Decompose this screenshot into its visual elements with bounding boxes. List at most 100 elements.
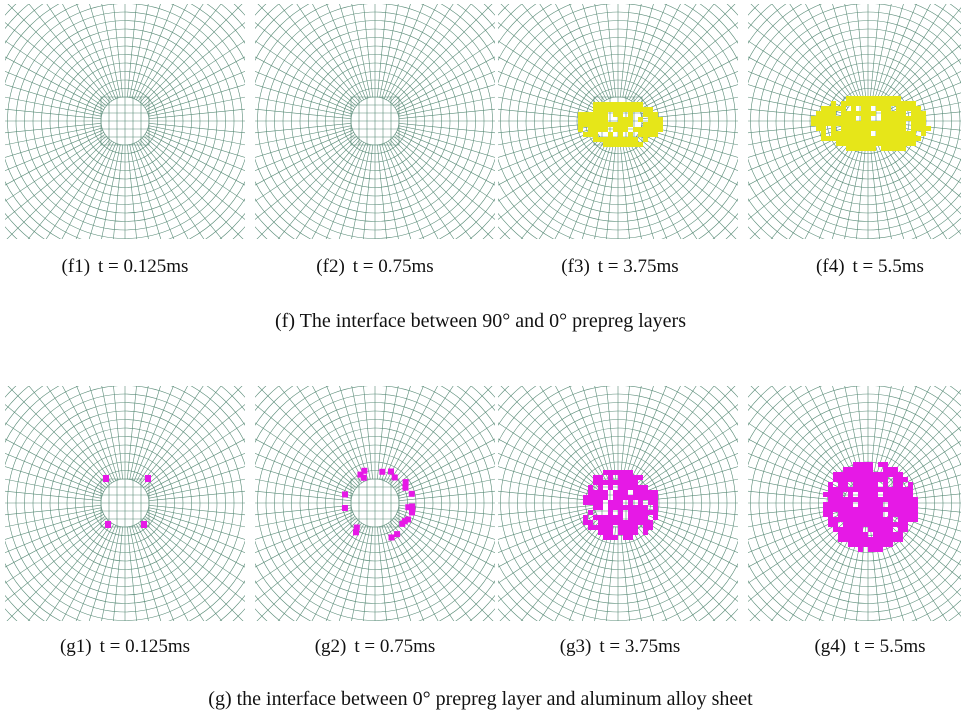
mesh-ray xyxy=(341,145,370,239)
sub-label: (f3) xyxy=(561,256,589,277)
damage-cell xyxy=(883,487,888,492)
mesh-ray xyxy=(623,145,652,239)
mesh-ray xyxy=(627,4,685,99)
damage-cell xyxy=(858,547,863,552)
sub-time: t = 5.5ms xyxy=(854,636,925,657)
damage-cell xyxy=(888,502,893,507)
damage-cell xyxy=(871,141,876,146)
damage-cell xyxy=(898,497,903,502)
damage-cell xyxy=(853,527,858,532)
damage-cell xyxy=(618,480,623,485)
damage-cell xyxy=(658,122,663,127)
damage-cell xyxy=(903,527,908,532)
damage-cell xyxy=(868,542,873,547)
damage-cell xyxy=(653,515,658,520)
damage-cell xyxy=(883,527,888,532)
damage-cell xyxy=(388,469,394,475)
damage-cell xyxy=(628,530,633,535)
damage-cell xyxy=(843,482,848,487)
mesh-ray xyxy=(130,386,159,479)
damage-cell xyxy=(633,475,638,480)
damage-cell xyxy=(838,477,843,482)
damage-cell xyxy=(913,497,918,502)
damage-cell xyxy=(613,107,618,112)
damage-cell xyxy=(593,515,598,520)
damage-cell xyxy=(853,512,858,517)
damage-cell xyxy=(871,101,876,106)
damage-cell xyxy=(873,482,878,487)
damage-cell xyxy=(628,117,633,122)
damage-cell xyxy=(342,491,348,497)
damage-cell xyxy=(903,517,908,522)
damage-cell xyxy=(603,137,608,142)
damage-cell xyxy=(893,507,898,512)
damage-cell xyxy=(851,146,856,151)
sub-time: t = 0.125ms xyxy=(100,636,190,657)
damage-cell xyxy=(838,502,843,507)
mesh-ray xyxy=(633,4,729,102)
damage-cell xyxy=(893,537,898,542)
mesh-ray xyxy=(384,386,442,481)
damage-cell xyxy=(846,111,851,116)
mesh-ray xyxy=(627,525,685,621)
damage-cell xyxy=(623,520,628,525)
damage-cell xyxy=(608,480,613,485)
damage-cell xyxy=(878,527,883,532)
damage-cell xyxy=(608,505,613,510)
mesh xyxy=(5,386,245,621)
damage-cell xyxy=(613,505,618,510)
damage-cell xyxy=(638,102,643,107)
damage-cell xyxy=(623,117,628,122)
mesh-ray xyxy=(140,4,236,102)
damage-cell xyxy=(405,516,411,522)
mesh-image xyxy=(5,386,245,621)
damage-cell xyxy=(856,146,861,151)
damage-cell xyxy=(628,485,633,490)
damage-cell xyxy=(836,121,841,126)
damage-cell xyxy=(858,512,863,517)
damage-cell xyxy=(628,520,633,525)
mesh-ray xyxy=(308,525,366,621)
damage-cell xyxy=(603,480,608,485)
damage-cell xyxy=(105,521,111,528)
sub-time: t = 0.125ms xyxy=(98,256,188,277)
damage-cell xyxy=(394,531,400,537)
damage-cell xyxy=(823,502,828,507)
mesh-ray xyxy=(14,4,110,102)
damage-cell xyxy=(876,141,881,146)
damage-cell xyxy=(893,472,898,477)
damage-cell xyxy=(628,515,633,520)
damage-cell xyxy=(851,106,856,111)
damage-cell xyxy=(906,141,911,146)
damage-cell xyxy=(821,131,826,136)
damage-cell xyxy=(893,482,898,487)
damage-cell xyxy=(613,535,618,540)
damage-cell xyxy=(628,142,633,147)
damage-cell xyxy=(848,512,853,517)
damage-cell xyxy=(618,485,623,490)
damage-cell xyxy=(648,510,653,515)
damage-cell xyxy=(831,121,836,126)
damage-cell xyxy=(878,537,883,542)
damage-cell xyxy=(618,127,623,132)
damage-cell xyxy=(583,112,588,117)
damage-cell xyxy=(623,535,628,540)
damage-cell xyxy=(598,525,603,530)
damage-cell xyxy=(608,535,613,540)
damage-cell xyxy=(888,472,893,477)
mesh-ray xyxy=(264,386,360,484)
damage-cell xyxy=(848,502,853,507)
damage xyxy=(811,96,931,151)
damage-cell xyxy=(843,522,848,527)
mesh-ray xyxy=(877,143,935,239)
damage-cell xyxy=(618,525,623,530)
damage-cell xyxy=(873,547,878,552)
damage-cell xyxy=(598,137,603,142)
damage-cell xyxy=(613,490,618,495)
damage-cell xyxy=(888,542,893,547)
damage-cell xyxy=(598,117,603,122)
damage-cell xyxy=(342,505,348,511)
damage-cell xyxy=(623,102,628,107)
damage-cell xyxy=(838,537,843,542)
damage-cell xyxy=(891,96,896,101)
